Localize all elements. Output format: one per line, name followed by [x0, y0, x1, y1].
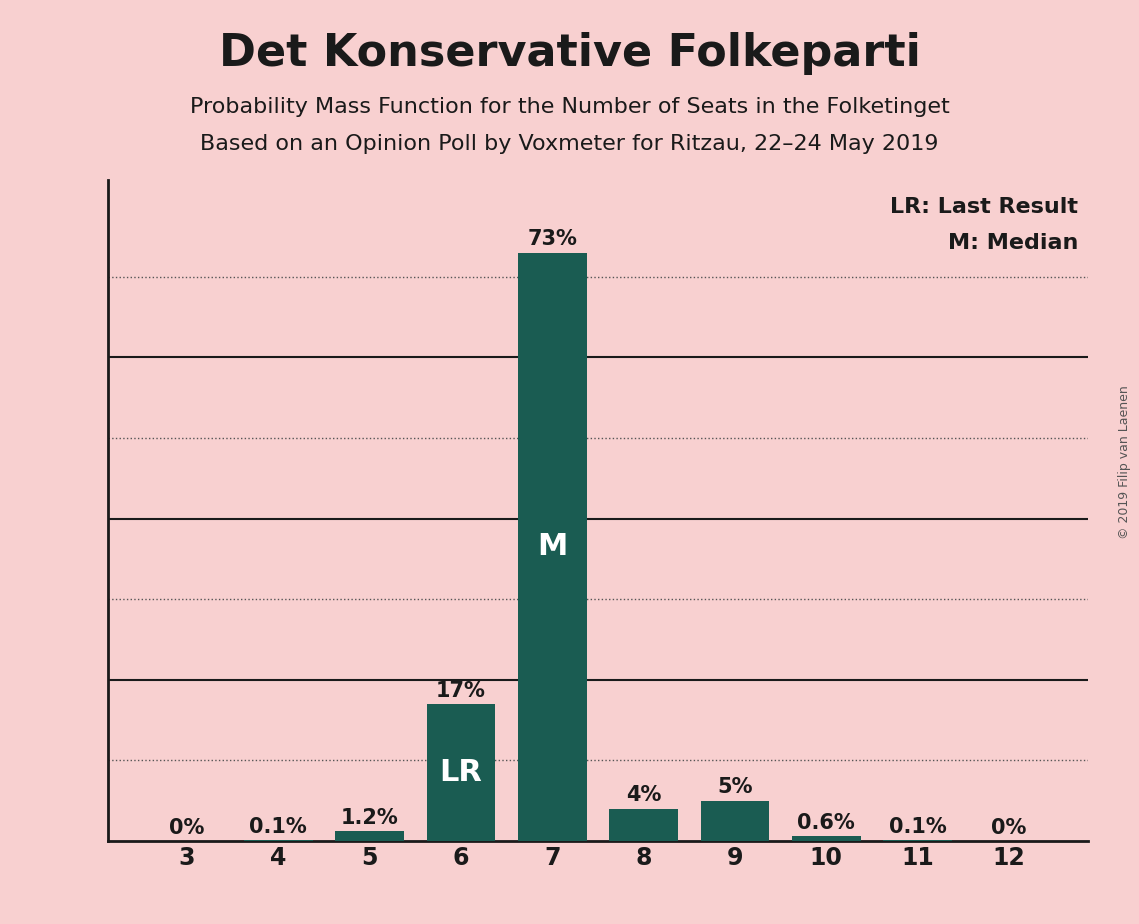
Text: LR: Last Result: LR: Last Result — [890, 197, 1077, 217]
Text: LR: LR — [440, 758, 483, 787]
Text: 5%: 5% — [718, 777, 753, 797]
Text: M: Median: M: Median — [948, 233, 1077, 253]
Text: Based on an Opinion Poll by Voxmeter for Ritzau, 22–24 May 2019: Based on an Opinion Poll by Voxmeter for… — [200, 134, 939, 154]
Bar — [700, 800, 769, 841]
Bar — [609, 808, 678, 841]
Text: 0%: 0% — [991, 818, 1026, 838]
Bar — [792, 836, 861, 841]
Text: © 2019 Filip van Laenen: © 2019 Filip van Laenen — [1118, 385, 1131, 539]
Text: 0.6%: 0.6% — [797, 813, 855, 833]
Text: 4%: 4% — [626, 785, 662, 806]
Bar — [427, 704, 495, 841]
Text: 0.1%: 0.1% — [888, 817, 947, 837]
Text: 73%: 73% — [527, 229, 577, 249]
Text: 0.1%: 0.1% — [249, 817, 308, 837]
Text: 0%: 0% — [170, 818, 205, 838]
Text: 1.2%: 1.2% — [341, 808, 399, 828]
Bar — [335, 832, 404, 841]
Text: 17%: 17% — [436, 681, 486, 700]
Bar — [518, 252, 587, 841]
Text: M: M — [538, 532, 567, 561]
Text: Det Konservative Folkeparti: Det Konservative Folkeparti — [219, 32, 920, 76]
Text: Probability Mass Function for the Number of Seats in the Folketinget: Probability Mass Function for the Number… — [189, 97, 950, 117]
